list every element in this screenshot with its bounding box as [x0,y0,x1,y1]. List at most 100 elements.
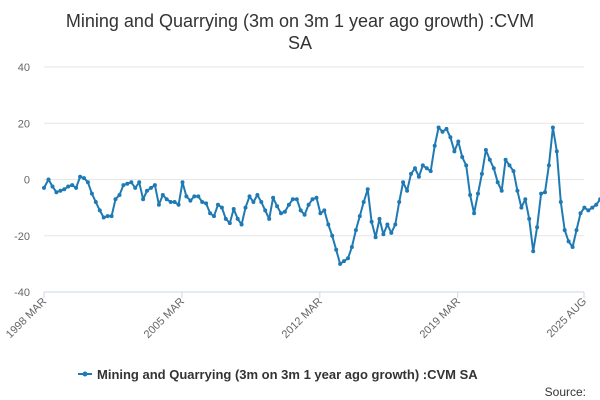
data-point[interactable] [58,188,63,193]
data-point[interactable] [310,197,315,202]
data-point[interactable] [357,214,362,219]
data-point[interactable] [468,193,473,197]
data-point[interactable] [554,149,559,154]
data-point[interactable] [322,208,327,213]
data-point[interactable] [546,163,551,168]
data-point[interactable] [562,228,567,233]
data-point[interactable] [440,129,445,134]
data-point[interactable] [219,205,224,210]
data-point[interactable] [164,197,169,202]
data-point[interactable] [78,174,83,179]
data-point[interactable] [373,235,378,240]
data-point[interactable] [543,190,547,195]
data-point[interactable] [235,216,240,221]
data-point[interactable] [507,163,512,168]
data-point[interactable] [279,211,283,216]
data-point[interactable] [117,193,122,197]
data-point[interactable] [377,216,382,221]
data-point[interactable] [152,183,157,188]
data-point[interactable] [243,205,248,210]
data-point[interactable] [495,180,500,185]
data-point[interactable] [405,188,410,193]
data-point[interactable] [298,208,303,213]
data-point[interactable] [424,166,429,171]
data-point[interactable] [271,195,276,200]
data-point[interactable] [487,157,492,162]
data-point[interactable] [409,171,413,176]
data-point[interactable] [70,183,75,188]
data-point[interactable] [239,222,244,227]
data-point[interactable] [282,209,287,214]
data-point[interactable] [353,228,358,233]
data-point[interactable] [574,228,579,233]
data-point[interactable] [121,183,126,188]
data-point[interactable] [365,187,370,192]
data-point[interactable] [432,143,437,148]
data-point[interactable] [125,181,130,186]
data-point[interactable] [286,202,291,207]
data-point[interactable] [491,166,496,171]
data-point[interactable] [101,215,106,220]
data-point[interactable] [416,174,421,179]
data-point[interactable] [133,185,138,190]
data-point[interactable] [176,202,181,207]
data-point[interactable] [436,125,441,130]
data-point[interactable] [231,207,236,211]
data-point[interactable] [464,163,469,168]
data-point[interactable] [369,219,374,224]
data-point[interactable] [97,208,102,213]
data-point[interactable] [523,197,528,202]
data-point[interactable] [129,180,134,185]
data-point[interactable] [503,157,508,162]
data-point[interactable] [314,195,319,200]
data-point[interactable] [476,191,480,196]
data-point[interactable] [82,176,86,181]
data-point[interactable] [149,185,153,190]
data-point[interactable] [420,163,425,168]
data-point[interactable] [527,216,532,221]
data-point[interactable] [263,208,268,213]
data-point[interactable] [582,205,587,210]
data-point[interactable] [550,125,555,130]
data-point[interactable] [361,200,366,204]
data-point[interactable] [89,191,94,196]
legend[interactable]: Mining and Quarrying (3m on 3m 1 year ag… [78,367,478,382]
data-point[interactable] [531,249,536,254]
data-point[interactable] [251,200,256,204]
data-point[interactable] [62,187,67,192]
data-point[interactable] [452,149,457,154]
data-point[interactable] [306,202,311,207]
data-point[interactable] [456,139,461,144]
data-point[interactable] [294,197,299,202]
data-point[interactable] [180,180,185,185]
data-point[interactable] [448,135,453,140]
data-point[interactable] [42,185,46,190]
data-point[interactable] [519,205,524,210]
data-point[interactable] [85,180,90,185]
data-point[interactable] [145,188,149,193]
data-point[interactable] [66,184,71,189]
data-point[interactable] [184,194,189,199]
data-point[interactable] [535,225,540,230]
data-point[interactable] [259,200,264,204]
data-point[interactable] [208,211,213,216]
data-point[interactable] [223,216,228,221]
data-point[interactable] [515,188,520,193]
data-point[interactable] [397,200,402,204]
data-point[interactable] [590,205,595,210]
data-point[interactable] [570,245,575,249]
data-point[interactable] [93,200,98,204]
data-point[interactable] [267,216,272,221]
data-point[interactable] [594,202,599,207]
data-point[interactable] [389,230,394,235]
data-point[interactable] [105,214,110,219]
data-point[interactable] [109,214,114,219]
data-point[interactable] [160,193,165,197]
data-point[interactable] [302,212,307,217]
data-point[interactable] [326,222,331,227]
data-point[interactable] [227,221,232,226]
data-point[interactable] [385,222,390,227]
data-point[interactable] [192,194,197,199]
data-point[interactable] [275,204,280,209]
data-point[interactable] [290,197,295,202]
